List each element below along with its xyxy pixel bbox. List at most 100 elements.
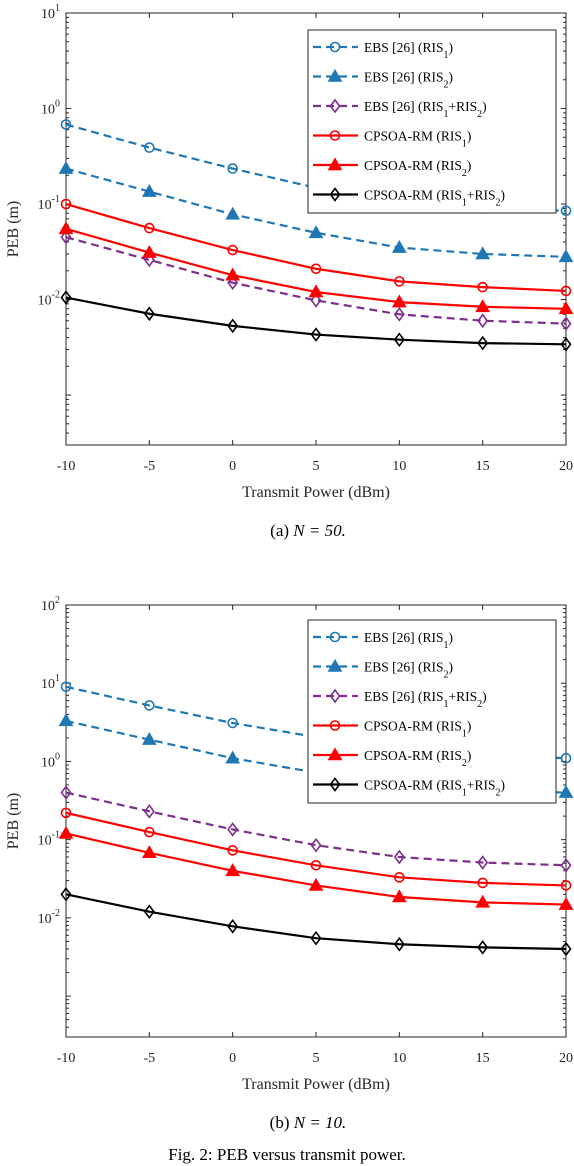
data-point	[477, 855, 489, 870]
data-point	[60, 681, 72, 693]
data-point	[225, 863, 241, 877]
legend-marker	[329, 631, 341, 643]
data-point	[477, 877, 488, 889]
data-point	[560, 205, 572, 217]
data-point	[141, 244, 157, 258]
series-cpsoa-rm-ris-1	[60, 198, 572, 297]
data-point	[141, 845, 157, 859]
legend-marker	[329, 777, 341, 792]
series-line	[65, 811, 567, 887]
data-point	[560, 316, 572, 331]
legend-marker	[327, 747, 343, 761]
data-point	[560, 941, 572, 957]
data-point	[225, 206, 241, 220]
data-point	[227, 163, 238, 174]
x-tick-label: 0	[229, 459, 236, 474]
legend-marker	[329, 720, 341, 731]
legend-entry: EBS [26] (RIS1)	[364, 630, 453, 651]
y-tick-label: 100	[41, 751, 60, 770]
data-point	[143, 904, 155, 920]
data-point	[141, 732, 157, 745]
y-axis-label: PEB (m)	[5, 793, 22, 849]
y-tick-label: 10-2	[38, 290, 60, 309]
data-point	[394, 276, 405, 287]
data-point	[60, 119, 72, 130]
y-tick-label: 10-2	[38, 908, 60, 927]
subcaption: (b) N = 10.	[270, 1113, 347, 1132]
data-point	[227, 275, 239, 291]
data-point	[393, 307, 405, 322]
y-tick-label: 100	[41, 99, 60, 118]
x-axis-label: Transmit Power (dBm)	[242, 1076, 390, 1093]
data-point	[60, 785, 72, 800]
x-tick-label: 10	[392, 1051, 406, 1066]
data-point	[60, 290, 72, 305]
data-point	[310, 930, 322, 946]
data-point	[60, 887, 72, 902]
data-point	[310, 293, 322, 308]
series-line	[65, 791, 567, 867]
data-point	[144, 826, 155, 838]
y-tick-label: 101	[41, 673, 60, 692]
data-point	[310, 837, 322, 853]
series-cpsoa-rm-ris-2	[58, 825, 574, 910]
x-tick-label: 5	[313, 459, 320, 474]
data-point	[227, 918, 239, 934]
data-point	[560, 285, 572, 297]
figure-caption: Fig. 2: PEB versus transmit power.	[168, 1145, 406, 1164]
data-point	[58, 160, 74, 174]
x-tick-label: 20	[559, 1051, 573, 1066]
chart-b: -10 -5 0 5 10 15 20 10-2 10-1 100 101 102 Transmit P…	[5, 595, 574, 1132]
series-line	[65, 893, 567, 951]
data-point	[391, 889, 407, 903]
data-point	[144, 222, 155, 234]
x-tick-label: 20	[559, 459, 573, 474]
data-point	[60, 198, 72, 210]
legend-entry: CPSOA-RM (RIS2)	[364, 748, 471, 769]
data-point	[58, 825, 74, 839]
data-point	[308, 877, 324, 891]
x-tick-label: 0	[229, 1051, 236, 1066]
data-point	[560, 752, 572, 764]
legend-entry: CPSOA-RM (RIS1+RIS2)	[364, 778, 505, 799]
y-axis-label: PEB (m)	[5, 201, 22, 257]
legend-entry: EBS [26] (RIS2)	[364, 660, 453, 681]
legend-marker	[329, 688, 341, 704]
data-point	[308, 225, 324, 239]
legend-entry: EBS [26] (RIS1+RIS2)	[364, 689, 487, 710]
data-point	[477, 281, 488, 293]
x-tick-label: -5	[143, 1051, 155, 1066]
legend-box	[307, 619, 557, 804]
x-tick-label: 10	[392, 459, 406, 474]
data-point	[558, 784, 574, 798]
data-point	[144, 142, 155, 153]
data-point	[227, 318, 239, 334]
x-tick-label: -10	[57, 459, 76, 474]
legend-entry: CPSOA-RM (RIS1)	[364, 129, 471, 150]
data-point	[227, 845, 238, 856]
series-cpsoa-rm-ris-2	[58, 221, 574, 315]
data-point	[393, 332, 405, 348]
data-point	[143, 306, 155, 322]
legend-entry: EBS [26] (RIS1+RIS2)	[364, 99, 487, 120]
legend-entry: CPSOA-RM (RIS1)	[364, 719, 471, 740]
y-tick-label: 101	[41, 3, 60, 22]
legend-marker	[327, 658, 343, 672]
legend-marker	[329, 130, 341, 141]
series-cpsoa-rm-ris-1-ris-2	[60, 887, 572, 957]
subcaption: (a) N = 50.	[270, 521, 346, 540]
legend-entry: CPSOA-RM (RIS2)	[364, 158, 471, 179]
data-point	[227, 717, 238, 729]
data-point	[60, 229, 72, 245]
series-ebs-26-ris-1-ris-2	[60, 785, 572, 873]
x-axis-label: Transmit Power (dBm)	[242, 484, 390, 501]
x-tick-label: 15	[476, 459, 490, 474]
data-point	[227, 244, 238, 256]
data-point	[475, 299, 491, 313]
series-line	[65, 202, 567, 293]
legend-entry: EBS [26] (RIS1)	[364, 40, 453, 61]
data-point	[558, 301, 574, 315]
data-point	[560, 880, 572, 891]
legend: EBS [26] (RIS1) EBS [26] (RIS2) EBS [26] (…	[307, 29, 557, 214]
